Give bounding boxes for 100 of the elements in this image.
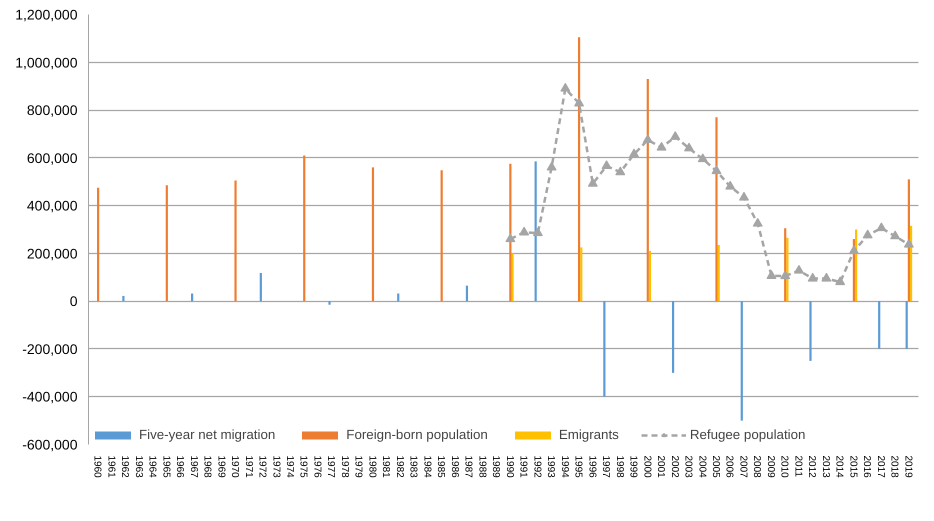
point [670, 131, 680, 140]
x-tick-label: 1967 [188, 456, 199, 478]
legend-label: Five-year net migration [139, 427, 276, 442]
x-tick-label: 1996 [586, 456, 598, 478]
x-tick-label: 2014 [834, 456, 845, 478]
y-tick-label: -600,000 [22, 436, 78, 452]
bar [906, 301, 908, 349]
x-tick-label: 1982 [394, 456, 405, 478]
x-tick-label: 1989 [490, 456, 502, 478]
point [808, 272, 818, 282]
point [560, 82, 570, 92]
point [848, 245, 859, 254]
x-tick-label: 1968 [202, 456, 213, 478]
x-tick-label: 1995 [572, 456, 584, 478]
y-tick-label: 1,200,000 [15, 6, 78, 22]
bar [511, 253, 514, 302]
x-tick-label: 1992 [531, 456, 542, 478]
x-tick-label: 1983 [408, 456, 419, 478]
x-tick-label: 1971 [242, 456, 254, 478]
x-tick-label: 2004 [696, 456, 708, 478]
x-tick-label: 1977 [325, 456, 336, 478]
x-tick-label: 2013 [820, 456, 831, 478]
y-tick-label: 200,000 [26, 245, 78, 262]
x-tick-label: 2009 [764, 456, 776, 478]
x-tick-label: 1972 [256, 456, 268, 478]
x-tick-label: 1966 [174, 456, 186, 478]
point [794, 264, 804, 274]
x-tick-label: 2003 [682, 456, 694, 478]
point [904, 238, 914, 248]
x-tick-label: 1976 [311, 456, 322, 478]
x-tick-label: 2010 [778, 456, 790, 478]
point [684, 142, 694, 152]
x-tick-label: 1979 [352, 456, 364, 478]
x-tick-label: 2019 [902, 456, 914, 478]
x-tick-label: 2001 [655, 456, 666, 478]
y-tick-label: 0 [70, 293, 78, 310]
point [629, 148, 640, 158]
x-tick-label: 1985 [435, 456, 446, 478]
bar [166, 185, 168, 302]
x-tick-label: 2015 [847, 456, 858, 478]
x-tick-label: 1986 [448, 456, 460, 478]
x-tick-label: 1960 [92, 456, 103, 478]
y-tick-label: -200,000 [22, 340, 78, 357]
point [574, 98, 584, 106]
x-tick-label: 2008 [751, 456, 762, 478]
y-tick-label: 600,000 [26, 150, 78, 166]
bar [648, 251, 652, 302]
x-tick-label: 1984 [421, 456, 432, 478]
point [780, 270, 790, 280]
point [656, 142, 667, 151]
x-tick-label: 1999 [628, 456, 639, 478]
point [532, 227, 543, 236]
bar [260, 272, 262, 302]
x-tick-label: 1962 [119, 456, 130, 478]
x-tick-label: 2017 [874, 456, 886, 478]
bar [440, 170, 443, 302]
x-tick-label: 1965 [160, 456, 172, 478]
legend-label: Emigrants [558, 427, 619, 442]
x-tick-label: 2007 [737, 456, 748, 478]
point [835, 276, 846, 286]
point [519, 226, 530, 236]
y-tick-label: -400,000 [22, 388, 78, 405]
legend-label: Refugee population [690, 427, 806, 442]
bar [397, 294, 400, 302]
x-tick-label: 1994 [558, 456, 570, 478]
point [862, 230, 873, 238]
point [766, 270, 776, 279]
bar [740, 301, 743, 421]
point [505, 233, 516, 242]
point [725, 180, 736, 190]
bar [718, 245, 720, 302]
x-tick-label: 1991 [518, 456, 529, 478]
bar [191, 294, 194, 302]
x-tick-label: 2011 [792, 456, 804, 478]
bar [328, 301, 331, 305]
x-tick-label: 2018 [888, 456, 900, 478]
bar [580, 247, 582, 302]
x-tick-label: 2002 [668, 456, 680, 478]
x-tick-label: 1973 [270, 456, 282, 478]
point [876, 222, 886, 232]
x-tick-label: 1987 [462, 456, 474, 478]
bar [809, 301, 812, 361]
point [752, 218, 763, 227]
x-tick-label: 2012 [806, 456, 818, 478]
point [738, 192, 749, 201]
bar [234, 180, 237, 302]
x-tick-label: 1997 [600, 456, 612, 478]
x-tick-label: 2006 [724, 456, 735, 478]
point [642, 134, 653, 144]
y-tick-label: 400,000 [26, 198, 78, 214]
legend-label: Foreign-born population [346, 427, 488, 442]
x-tick-label: 1963 [132, 456, 144, 478]
x-tick-label: 1978 [338, 456, 350, 478]
y-tick-label: 1,000,000 [15, 54, 78, 70]
x-tick-label: 1974 [284, 456, 296, 478]
x-tick-label: 1998 [614, 456, 625, 478]
x-tick-label: 1993 [545, 456, 556, 478]
bar [646, 79, 649, 302]
point [602, 160, 612, 170]
bar [878, 301, 880, 349]
